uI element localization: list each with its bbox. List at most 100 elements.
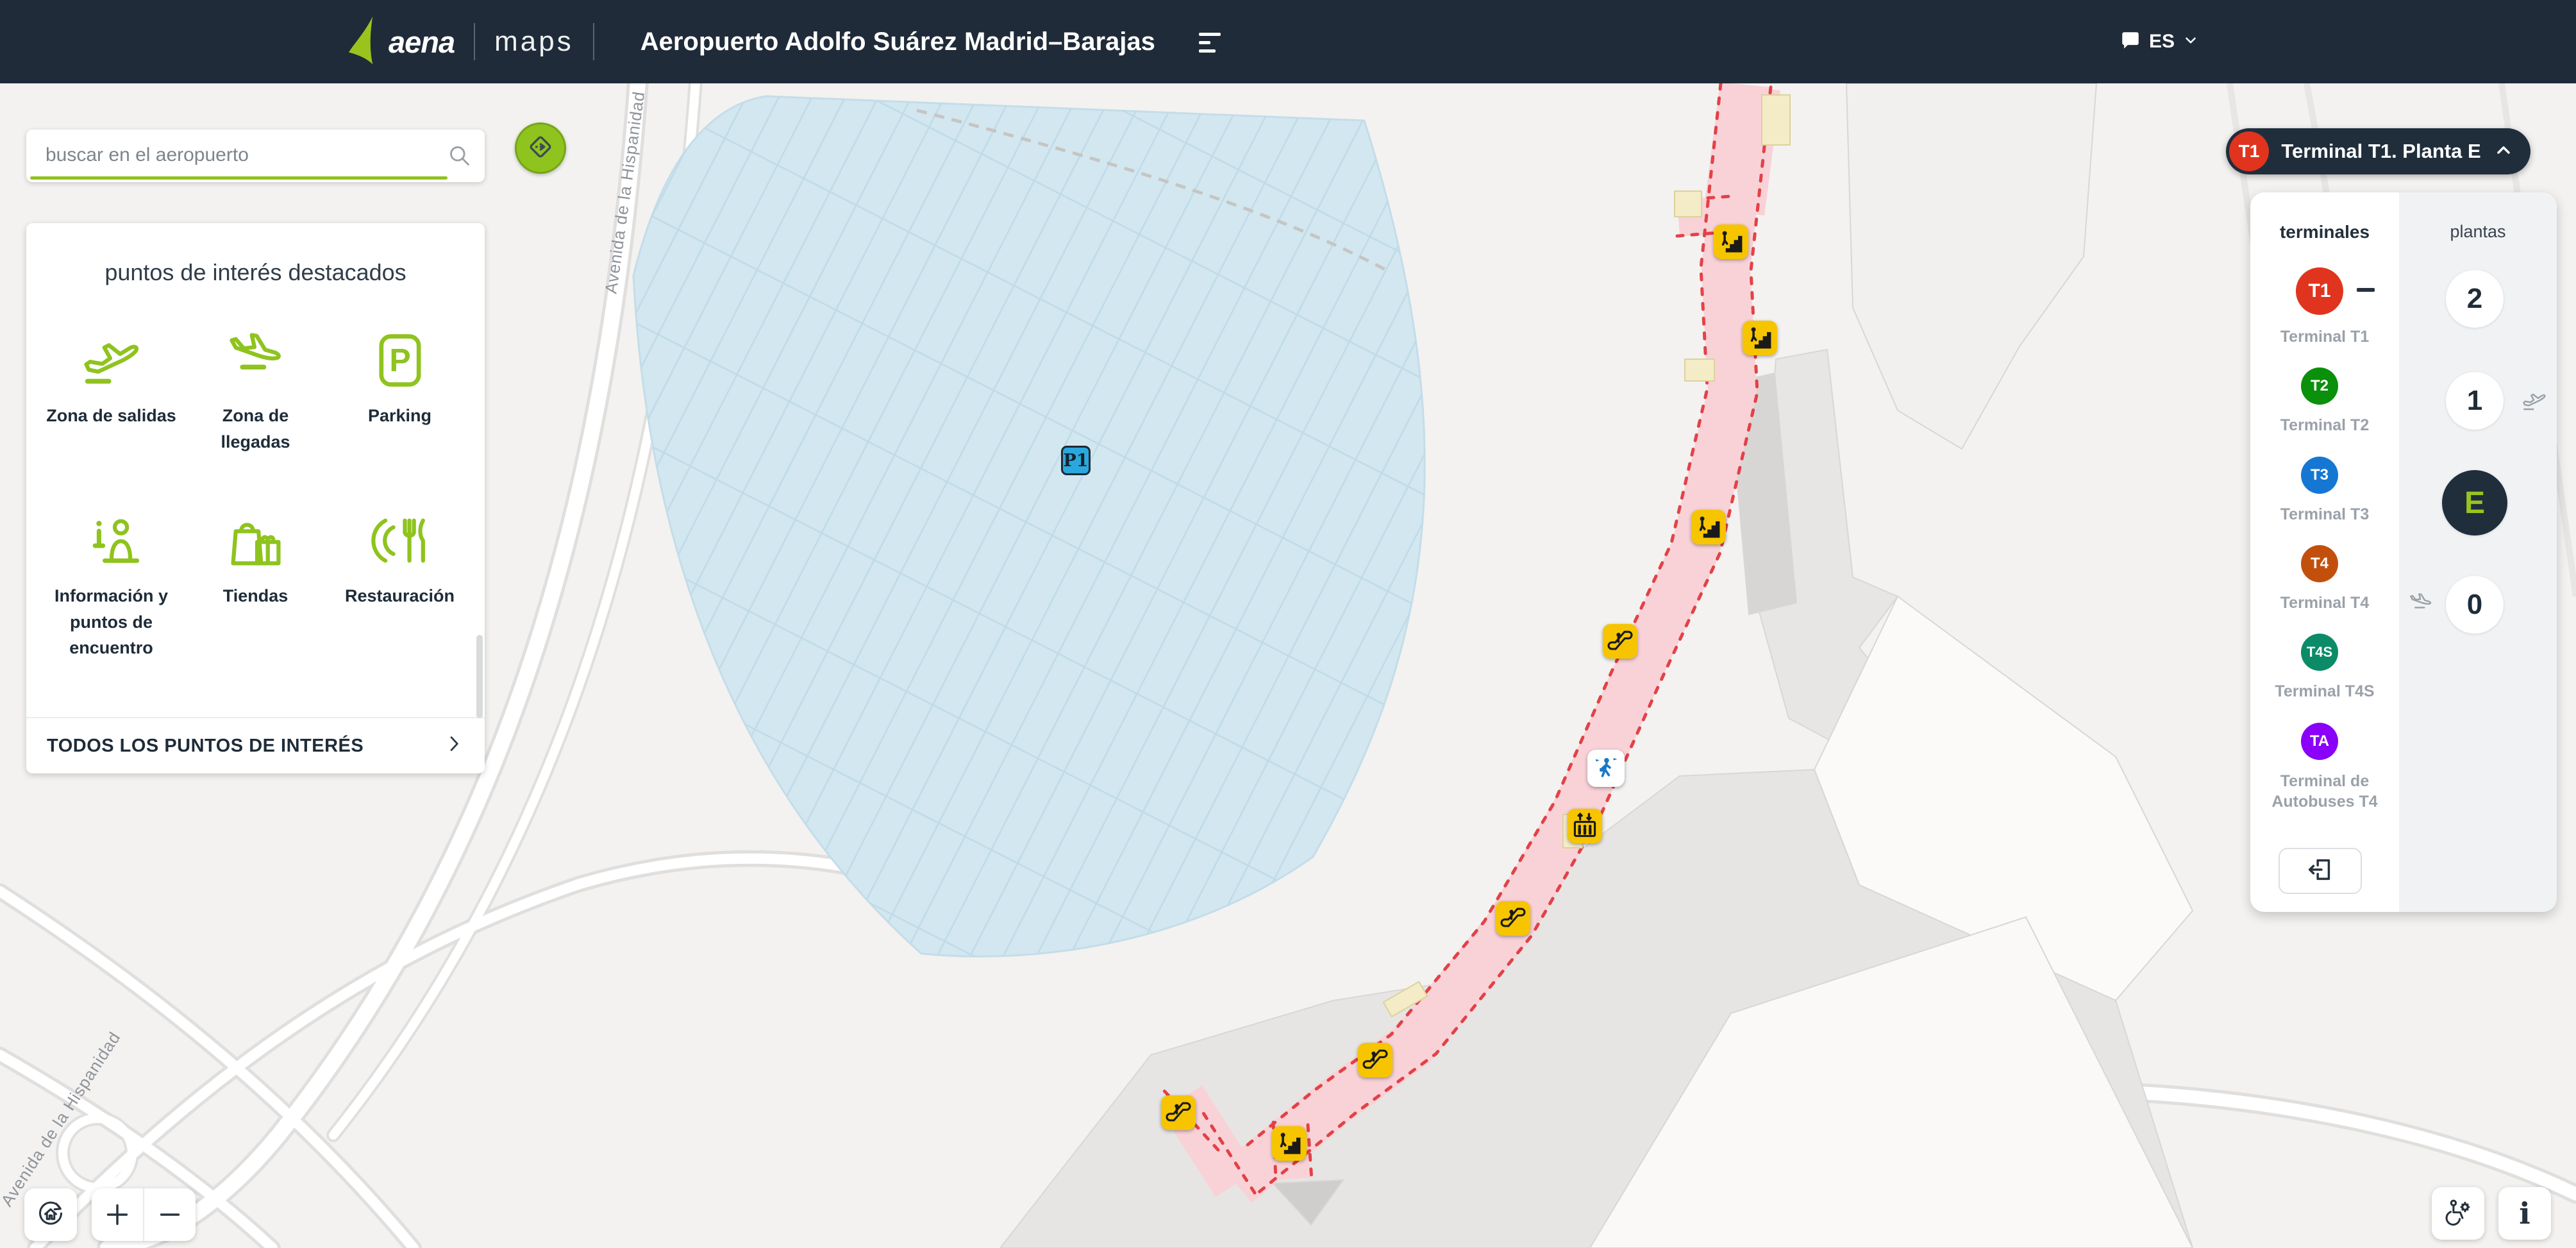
terminal-label: Terminal T2: [2280, 416, 2370, 434]
poi-item-label: Zona de salidas: [46, 406, 176, 425]
poi-panel: puntos de interés destacados Zona de sal…: [26, 223, 485, 773]
escalator-icon: [1606, 627, 1634, 655]
elevator-icon: [1571, 812, 1599, 840]
departures-plane-icon: [2521, 387, 2548, 414]
connections-marker[interactable]: [1587, 750, 1625, 787]
poi-item-label: Información y puntos de encuentro: [54, 586, 169, 657]
poi-item-label: Tiendas: [222, 586, 289, 605]
escalator-marker[interactable]: [1496, 901, 1530, 936]
terminal-button-ta[interactable]: TA: [2301, 723, 2338, 760]
wheelchair-settings-icon: [2443, 1197, 2473, 1230]
recenter-button[interactable]: [24, 1188, 77, 1241]
stairs-icon: [1275, 1129, 1303, 1158]
terminal-button-t2[interactable]: T2: [2301, 367, 2338, 405]
floor-button-2[interactable]: 2: [2446, 270, 2504, 328]
search-icon[interactable]: [447, 144, 472, 168]
poi-item-information[interactable]: Información y puntos de encuentro: [42, 487, 180, 661]
poi-grid: Zona de salidas Zona de llegadas P Parki…: [39, 307, 472, 661]
poi-item-label: Restauración: [344, 586, 455, 605]
terminal-label: Terminal T1: [2280, 328, 2370, 346]
exit-icon: [2305, 855, 2335, 888]
header-divider: [592, 23, 594, 60]
header-bar: aena maps Aeropuerto Adolfo Suárez Madri…: [0, 0, 2576, 83]
escalator-marker[interactable]: [1358, 1043, 1393, 1077]
page-title: Aeropuerto Adolfo Suárez Madrid–Barajas: [640, 27, 1155, 56]
terminal-label: Terminal T4S: [2275, 682, 2375, 700]
floor-button-1[interactable]: 1: [2446, 372, 2504, 430]
restaurants-icon: [368, 487, 432, 583]
info-button[interactable]: i: [2498, 1187, 2551, 1240]
parking-p1-marker[interactable]: P1: [1061, 446, 1091, 475]
language-code: ES: [2148, 31, 2175, 52]
chevron-right-icon: [444, 733, 464, 759]
menu-icon[interactable]: [1199, 28, 1227, 56]
selected-terminal-floor-label: Terminal T1. Planta E: [2281, 140, 2481, 162]
escalator-marker[interactable]: [1603, 624, 1637, 659]
terminal-label: Autobuses T4: [2271, 793, 2378, 811]
all-poi-link[interactable]: TODOS LOS PUNTOS DE INTERÉS: [26, 717, 485, 773]
search-input[interactable]: [44, 136, 422, 174]
terminals-column: terminales T1 Terminal T1 T2 Terminal T2…: [2250, 192, 2399, 912]
language-selector[interactable]: ES: [2120, 0, 2199, 83]
selected-terminal-indicator: [2357, 288, 2375, 292]
stairs-marker[interactable]: [1743, 321, 1777, 355]
zoom-controls: [92, 1188, 196, 1241]
terminal-floor-selector[interactable]: T1 Terminal T1. Planta E: [2226, 128, 2530, 174]
poi-item-shops[interactable]: Tiendas: [187, 487, 324, 661]
terminal-label: Terminal T4: [2280, 594, 2370, 612]
route-diamond-icon: [524, 131, 556, 166]
chevron-down-icon: [2182, 32, 2199, 52]
escalator-icon: [1361, 1046, 1389, 1074]
parking-icon: P: [368, 307, 432, 403]
arrivals-icon: [224, 307, 288, 403]
aena-logo-icon: [346, 15, 382, 69]
information-icon: [79, 487, 144, 583]
zoom-in-button[interactable]: [92, 1188, 143, 1241]
terminal-button-t1[interactable]: T1: [2296, 267, 2343, 315]
shops-icon: [224, 487, 288, 583]
escalator-icon: [1499, 904, 1527, 932]
connections-walker-icon: [1592, 754, 1620, 782]
escalator-icon: [1164, 1099, 1192, 1127]
poi-item-parking[interactable]: P Parking: [331, 307, 469, 455]
chevron-up-icon: [2493, 140, 2530, 164]
poi-item-restaurants[interactable]: Restauración: [331, 487, 469, 661]
floor-button-0[interactable]: 0: [2446, 576, 2504, 634]
stairs-icon: [1694, 513, 1723, 541]
terminals-heading: terminales: [2279, 222, 2370, 242]
poi-item-arrivals[interactable]: Zona de llegadas: [187, 307, 324, 455]
all-poi-label: TODOS LOS PUNTOS DE INTERÉS: [47, 735, 364, 756]
escalator-marker[interactable]: [1161, 1095, 1196, 1130]
floor-button-e-selected[interactable]: E: [2442, 470, 2507, 535]
terminal-button-t3[interactable]: T3: [2301, 457, 2338, 494]
aena-maps-logo[interactable]: aena maps: [346, 15, 614, 69]
directions-button[interactable]: [515, 122, 566, 174]
zoom-divider: [143, 1188, 144, 1241]
terminal-label: Terminal de: [2280, 772, 2370, 790]
poi-item-label: Zona de llegadas: [221, 406, 290, 451]
stairs-marker[interactable]: [1272, 1126, 1307, 1161]
terminal-button-t4s[interactable]: T4S: [2301, 634, 2338, 671]
floors-column: plantas 2 1 E 0: [2399, 192, 2557, 912]
search-accent-underline: [30, 176, 447, 180]
brand-maps: maps: [494, 26, 574, 57]
stairs-marker[interactable]: [1691, 510, 1726, 544]
zoom-out-button[interactable]: [144, 1188, 196, 1241]
poi-item-departures[interactable]: Zona de salidas: [42, 307, 180, 455]
stairs-icon: [1746, 324, 1774, 352]
selector-panel: terminales T1 Terminal T1 T2 Terminal T2…: [2250, 192, 2557, 912]
svg-text:P: P: [389, 342, 410, 378]
selected-terminal-badge: T1: [2229, 131, 2269, 171]
info-icon: i: [2519, 1196, 2530, 1231]
poi-item-label: Parking: [367, 406, 432, 425]
poi-scrollbar-thumb[interactable]: [476, 635, 483, 718]
departures-icon: [79, 307, 144, 403]
elevator-marker[interactable]: [1568, 809, 1602, 843]
floors-heading: plantas: [2450, 222, 2506, 241]
stairs-marker[interactable]: [1714, 224, 1748, 259]
accessibility-settings-button[interactable]: [2432, 1187, 2484, 1240]
recenter-home-icon: [36, 1199, 65, 1231]
terminal-button-t4[interactable]: T4: [2301, 545, 2338, 582]
close-selector-button[interactable]: [2279, 848, 2362, 894]
